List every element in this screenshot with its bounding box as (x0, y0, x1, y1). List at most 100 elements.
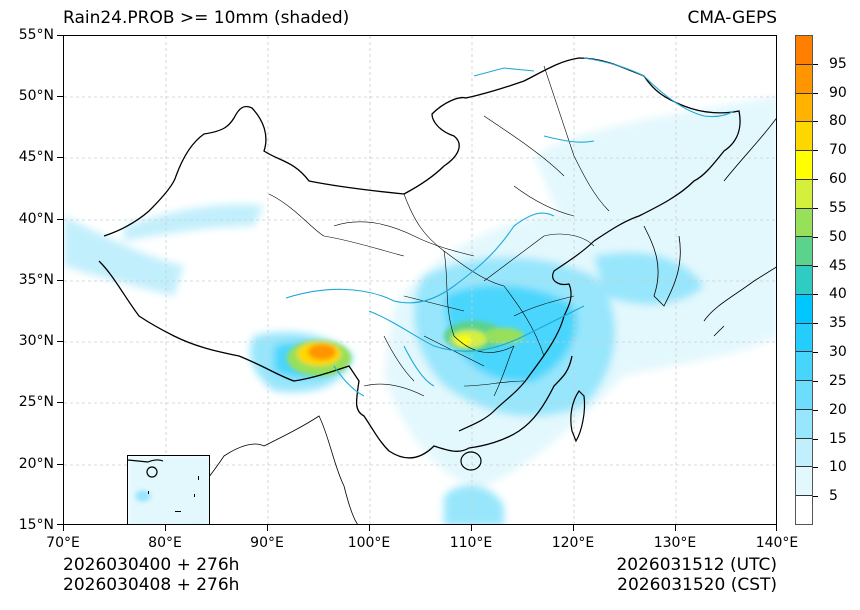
colorbar-segment (796, 151, 812, 180)
colorbar-label: 30 (829, 344, 847, 361)
y-tick-label: 20°N (18, 456, 54, 472)
y-tick-label: 30°N (18, 333, 54, 349)
colorbar-tick (813, 63, 818, 65)
x-tick-mark (369, 525, 370, 531)
y-tick-mark (57, 524, 63, 525)
title-right: CMA-GEPS (687, 8, 777, 28)
colorbar-segment (796, 352, 812, 382)
colorbar-tick (813, 294, 818, 296)
china-border-line (103, 57, 741, 242)
colorbar-label: 70 (829, 142, 847, 159)
probability-peaks (287, 321, 524, 376)
x-tick-label: 140°E (755, 535, 799, 551)
map-plot-area (63, 35, 777, 525)
colorbar-tick (813, 467, 818, 469)
x-tick-mark (165, 525, 166, 531)
colorbar-tick (813, 92, 818, 94)
y-tick-label: 45°N (18, 149, 54, 165)
india-coast (263, 415, 358, 524)
y-tick-label: 40°N (18, 211, 54, 227)
colorbar-segment (796, 496, 812, 525)
colorbar-segment (796, 122, 812, 152)
x-tick-label: 90°E (250, 535, 284, 551)
colorbar-tick (813, 496, 818, 498)
rivers (285, 57, 735, 397)
x-tick-mark (776, 525, 777, 531)
colorbar-tick (813, 265, 818, 267)
colorbar-segment (796, 381, 812, 410)
colorbar-segment (796, 36, 812, 65)
valid-time-cst: 2026031520 (CST) (617, 575, 777, 595)
y-tick-mark (57, 96, 63, 97)
colorbar-tick (813, 121, 818, 123)
x-tick-label: 70°E (46, 535, 80, 551)
colorbar-label: 90 (829, 84, 847, 101)
colorbar-label: 25 (829, 372, 847, 389)
x-tick-mark (675, 525, 676, 531)
colorbar-label: 50 (829, 228, 847, 245)
y-tick-mark (57, 341, 63, 342)
y-tick-label: 55°N (18, 27, 54, 43)
colorbar-label: 40 (829, 286, 847, 303)
colorbar-segment (796, 93, 812, 123)
taiwan-island (570, 390, 586, 443)
x-tick-mark (267, 525, 268, 531)
y-tick-label: 50°N (18, 88, 54, 104)
map-canvas (64, 36, 776, 524)
y-tick-mark (57, 219, 63, 220)
korea-coast (643, 225, 681, 307)
colorbar-segment (796, 266, 812, 295)
colorbar-label: 80 (829, 113, 847, 130)
colorbar-label: 95 (829, 55, 847, 72)
valid-time: 2026031512 (UTC) 2026031520 (CST) (616, 555, 777, 595)
colorbar-tick (813, 150, 818, 152)
x-tick-label: 100°E (347, 535, 391, 551)
y-tick-mark (57, 402, 63, 403)
colorbar-segment (796, 208, 812, 238)
russia-coast (723, 118, 776, 182)
colorbar-tick (813, 236, 818, 238)
colorbar-segment (796, 64, 812, 94)
colorbar-tick (813, 207, 818, 209)
colorbar-label: 60 (829, 171, 847, 188)
colorbar-label: 15 (829, 430, 847, 447)
x-tick-mark (471, 525, 472, 531)
colorbar-segment (796, 179, 812, 209)
colorbar-segment (796, 409, 812, 439)
colorbar-segment (796, 467, 812, 497)
inset-canvas (128, 456, 209, 524)
colorbar-tick (813, 409, 818, 411)
x-tick-label: 110°E (449, 535, 493, 551)
y-tick-mark (57, 464, 63, 465)
colorbar-tick (813, 323, 818, 325)
init-time-utc: 2026030400 + 276h (63, 555, 240, 575)
colorbar-label: 10 (829, 459, 847, 476)
x-tick-label: 130°E (653, 535, 697, 551)
colorbar-label: 20 (829, 401, 847, 418)
valid-time-utc: 2026031512 (UTC) (616, 555, 777, 575)
y-tick-mark (57, 280, 63, 281)
colorbar-tick (813, 179, 818, 181)
hainan-island (460, 451, 482, 471)
japan-coast (703, 266, 776, 337)
init-time-cst: 2026030408 + 276h (63, 575, 240, 595)
init-time: 2026030400 + 276h 2026030408 + 276h (63, 555, 239, 595)
y-tick-label: 15°N (18, 517, 54, 533)
colorbar-label: 5 (829, 488, 838, 505)
title-left: Rain24.PROB >= 10mm (shaded) (63, 8, 350, 28)
colorbar-segment (796, 438, 812, 468)
y-tick-label: 25°N (18, 394, 54, 410)
colorbar-label: 55 (829, 199, 847, 216)
colorbar-tick (813, 352, 818, 354)
y-tick-label: 35°N (18, 272, 54, 288)
colorbar-segment (796, 323, 812, 353)
y-tick-mark (57, 157, 63, 158)
colorbar-tick (813, 380, 818, 382)
colorbar-label: 35 (829, 315, 847, 332)
x-tick-label: 120°E (551, 535, 595, 551)
x-tick-mark (573, 525, 574, 531)
colorbar-tick (813, 438, 818, 440)
y-tick-mark (57, 35, 63, 36)
colorbar-segment (796, 237, 812, 267)
x-tick-mark (63, 525, 64, 531)
